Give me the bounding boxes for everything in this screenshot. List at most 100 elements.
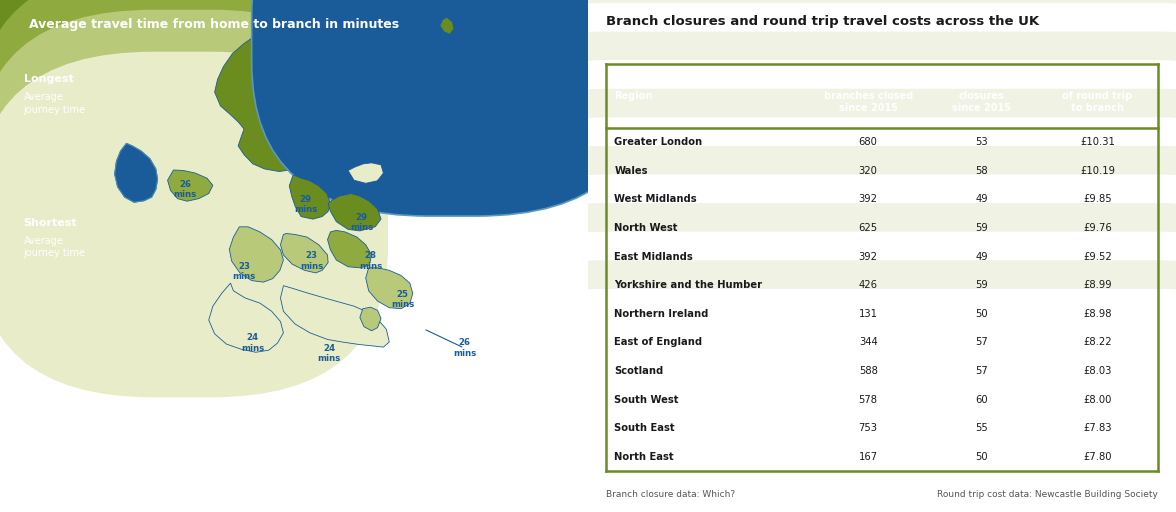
Text: 320: 320 <box>858 166 877 176</box>
Text: 24
mins: 24 mins <box>241 333 265 353</box>
Text: West Midlands: West Midlands <box>614 195 697 204</box>
Text: 344: 344 <box>858 337 877 348</box>
FancyBboxPatch shape <box>429 0 1176 310</box>
Text: 49: 49 <box>975 195 988 204</box>
Text: Average cost
of round trip
to branch: Average cost of round trip to branch <box>1062 79 1134 113</box>
Text: 29
mins: 29 mins <box>282 134 306 153</box>
Text: 167: 167 <box>858 452 877 462</box>
Polygon shape <box>280 233 328 273</box>
Text: Longest: Longest <box>24 74 73 84</box>
Text: Average travel time from home to branch in minutes: Average travel time from home to branch … <box>29 18 400 31</box>
Text: North East: North East <box>614 452 674 462</box>
Polygon shape <box>115 143 158 202</box>
Text: 49: 49 <box>975 251 988 262</box>
Text: £9.52: £9.52 <box>1083 251 1112 262</box>
Text: South East: South East <box>614 423 675 433</box>
Text: 53: 53 <box>975 137 988 147</box>
Polygon shape <box>229 227 283 282</box>
Polygon shape <box>289 176 330 219</box>
Text: 23
mins: 23 mins <box>233 262 255 281</box>
FancyBboxPatch shape <box>429 289 1176 512</box>
Text: 60: 60 <box>975 395 988 404</box>
Polygon shape <box>280 286 389 347</box>
Text: Branch closures and round trip travel costs across the UK: Branch closures and round trip travel co… <box>606 15 1038 28</box>
Text: Shortest: Shortest <box>24 218 78 228</box>
Text: 57: 57 <box>975 337 988 348</box>
Text: £10.31: £10.31 <box>1080 137 1115 147</box>
Text: Scotland: Scotland <box>614 366 663 376</box>
Text: 588: 588 <box>858 366 877 376</box>
Polygon shape <box>348 163 383 183</box>
Text: £7.83: £7.83 <box>1083 423 1111 433</box>
Text: 28
mins: 28 mins <box>359 251 382 271</box>
Polygon shape <box>167 170 213 201</box>
Polygon shape <box>327 230 372 268</box>
FancyBboxPatch shape <box>0 10 388 355</box>
Polygon shape <box>208 283 283 352</box>
Text: £7.80: £7.80 <box>1083 452 1111 462</box>
Polygon shape <box>360 307 381 331</box>
Text: 24
mins: 24 mins <box>318 344 341 363</box>
Text: 753: 753 <box>858 423 877 433</box>
Text: £8.03: £8.03 <box>1083 366 1111 376</box>
Text: Average
journey time: Average journey time <box>24 92 86 115</box>
FancyBboxPatch shape <box>429 203 1176 512</box>
Text: Northern Ireland: Northern Ireland <box>614 309 709 319</box>
FancyBboxPatch shape <box>252 0 653 216</box>
Text: Average
journey time: Average journey time <box>24 236 86 258</box>
Text: % of branch
closures
since 2015: % of branch closures since 2015 <box>949 79 1015 113</box>
Text: Round trip cost data: Newcastle Building Society: Round trip cost data: Newcastle Building… <box>937 490 1158 499</box>
FancyBboxPatch shape <box>429 3 1176 339</box>
Text: 55: 55 <box>975 423 988 433</box>
Text: 25
mins: 25 mins <box>392 290 414 309</box>
FancyBboxPatch shape <box>429 32 1176 368</box>
Text: 50: 50 <box>975 309 988 319</box>
Text: Branch closure data: Which?: Branch closure data: Which? <box>606 490 735 499</box>
Text: £8.98: £8.98 <box>1083 309 1111 319</box>
FancyBboxPatch shape <box>429 146 1176 482</box>
Text: 29
mins: 29 mins <box>350 213 373 232</box>
Text: 26
mins: 26 mins <box>174 180 196 199</box>
FancyBboxPatch shape <box>0 0 388 271</box>
Text: £10.19: £10.19 <box>1080 166 1115 176</box>
FancyBboxPatch shape <box>429 89 1176 424</box>
Text: Wales: Wales <box>614 166 648 176</box>
FancyBboxPatch shape <box>429 0 1176 282</box>
FancyBboxPatch shape <box>429 260 1176 512</box>
Text: 625: 625 <box>858 223 877 233</box>
FancyBboxPatch shape <box>0 52 388 397</box>
Text: 392: 392 <box>858 251 877 262</box>
Text: £9.85: £9.85 <box>1083 195 1111 204</box>
FancyBboxPatch shape <box>429 60 1176 396</box>
Text: Greater London: Greater London <box>614 137 702 147</box>
Text: 29
mins: 29 mins <box>294 195 318 215</box>
Text: 578: 578 <box>858 395 877 404</box>
Text: Source: Newcastle Building Society: Source: Newcastle Building Society <box>18 490 166 499</box>
Text: North West: North West <box>614 223 677 233</box>
Text: 680: 680 <box>858 137 877 147</box>
Polygon shape <box>328 194 381 231</box>
Text: Region: Region <box>614 91 653 101</box>
Text: 50: 50 <box>975 452 988 462</box>
Text: 58: 58 <box>975 166 988 176</box>
Text: 23
mins: 23 mins <box>300 251 323 271</box>
Text: East Midlands: East Midlands <box>614 251 693 262</box>
Text: East of England: East of England <box>614 337 702 348</box>
Text: £8.22: £8.22 <box>1083 337 1111 348</box>
FancyBboxPatch shape <box>429 232 1176 512</box>
Text: 392: 392 <box>858 195 877 204</box>
Text: £9.76: £9.76 <box>1083 223 1112 233</box>
Text: 20
mins: 20 mins <box>376 167 400 186</box>
Text: Yorkshire and the Humber: Yorkshire and the Humber <box>614 280 762 290</box>
FancyBboxPatch shape <box>429 175 1176 510</box>
Text: Number of
branches closed
since 2015: Number of branches closed since 2015 <box>823 79 913 113</box>
Text: 59: 59 <box>975 223 988 233</box>
Text: 59: 59 <box>975 280 988 290</box>
Text: 131: 131 <box>858 309 877 319</box>
Text: 426: 426 <box>858 280 877 290</box>
Text: South West: South West <box>614 395 679 404</box>
FancyBboxPatch shape <box>429 117 1176 453</box>
Polygon shape <box>366 268 413 309</box>
Polygon shape <box>440 17 454 34</box>
Text: 26
mins: 26 mins <box>453 338 476 358</box>
